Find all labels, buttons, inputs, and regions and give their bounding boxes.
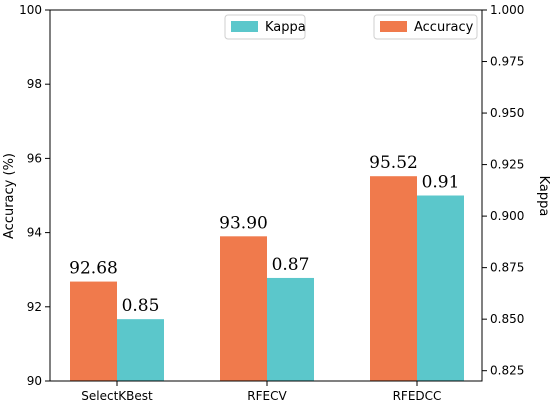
- y-tick-label: 94: [27, 226, 42, 240]
- y2-tick-label: 1.000: [490, 3, 524, 17]
- plot-frame: [49, 9, 483, 382]
- y2-tick-label: 0.950: [490, 106, 524, 120]
- y-tick-label: 96: [27, 151, 42, 165]
- legend-kappa: Kappa: [224, 14, 306, 40]
- bar-accuracy: [220, 236, 267, 381]
- value-label-kappa: 0.87: [272, 255, 310, 275]
- bar-kappa: [117, 319, 164, 381]
- left-axis: 90 92 94 96 98 100: [19, 3, 50, 388]
- y-tick-label: 90: [27, 374, 42, 388]
- bar-kappa: [417, 195, 464, 381]
- y2-tick-label: 0.975: [490, 55, 524, 69]
- value-label-kappa: 0.91: [422, 173, 460, 193]
- y2-axis-label: Kappa: [536, 176, 550, 217]
- value-labels-layer: 92.68 93.90 95.52 0.85 0.87 0.91: [69, 153, 459, 316]
- right-axis: 0.825 0.850 0.875 0.900 0.925 0.950 0.975 1.000: [482, 3, 524, 378]
- y2-tick-label: 0.925: [490, 158, 524, 172]
- bars-layer: [70, 176, 464, 381]
- legend-accuracy-swatch: [380, 21, 407, 32]
- value-label-accuracy: 92.68: [69, 259, 118, 279]
- legend-accuracy-label: Accuracy: [414, 20, 474, 35]
- y2-tick-label: 0.900: [490, 209, 524, 223]
- x-tick-label: RFECV: [247, 389, 287, 403]
- y-tick-label: 98: [27, 77, 42, 91]
- legend-kappa-label: Kappa: [265, 20, 306, 35]
- value-label-accuracy: 93.90: [219, 213, 268, 233]
- x-axis: SelectKBest RFECV RFEDCC: [81, 381, 441, 403]
- y2-tick-label: 0.825: [490, 364, 524, 378]
- y-tick-label: 92: [27, 300, 42, 314]
- y-axis-label: Accuracy (%): [2, 153, 17, 239]
- legend-kappa-swatch: [231, 21, 258, 32]
- y2-tick-label: 0.875: [490, 261, 524, 275]
- y2-tick-label: 0.850: [490, 312, 524, 326]
- legend-accuracy: Accuracy: [373, 14, 478, 40]
- y-tick-label: 100: [19, 3, 42, 17]
- bar-accuracy: [370, 176, 417, 381]
- value-label-kappa: 0.85: [122, 296, 160, 316]
- x-tick-label: SelectKBest: [81, 389, 153, 403]
- value-label-accuracy: 95.52: [369, 153, 418, 173]
- bar-accuracy: [70, 281, 117, 381]
- x-tick-label: RFEDCC: [393, 389, 442, 403]
- bar-kappa: [267, 277, 314, 381]
